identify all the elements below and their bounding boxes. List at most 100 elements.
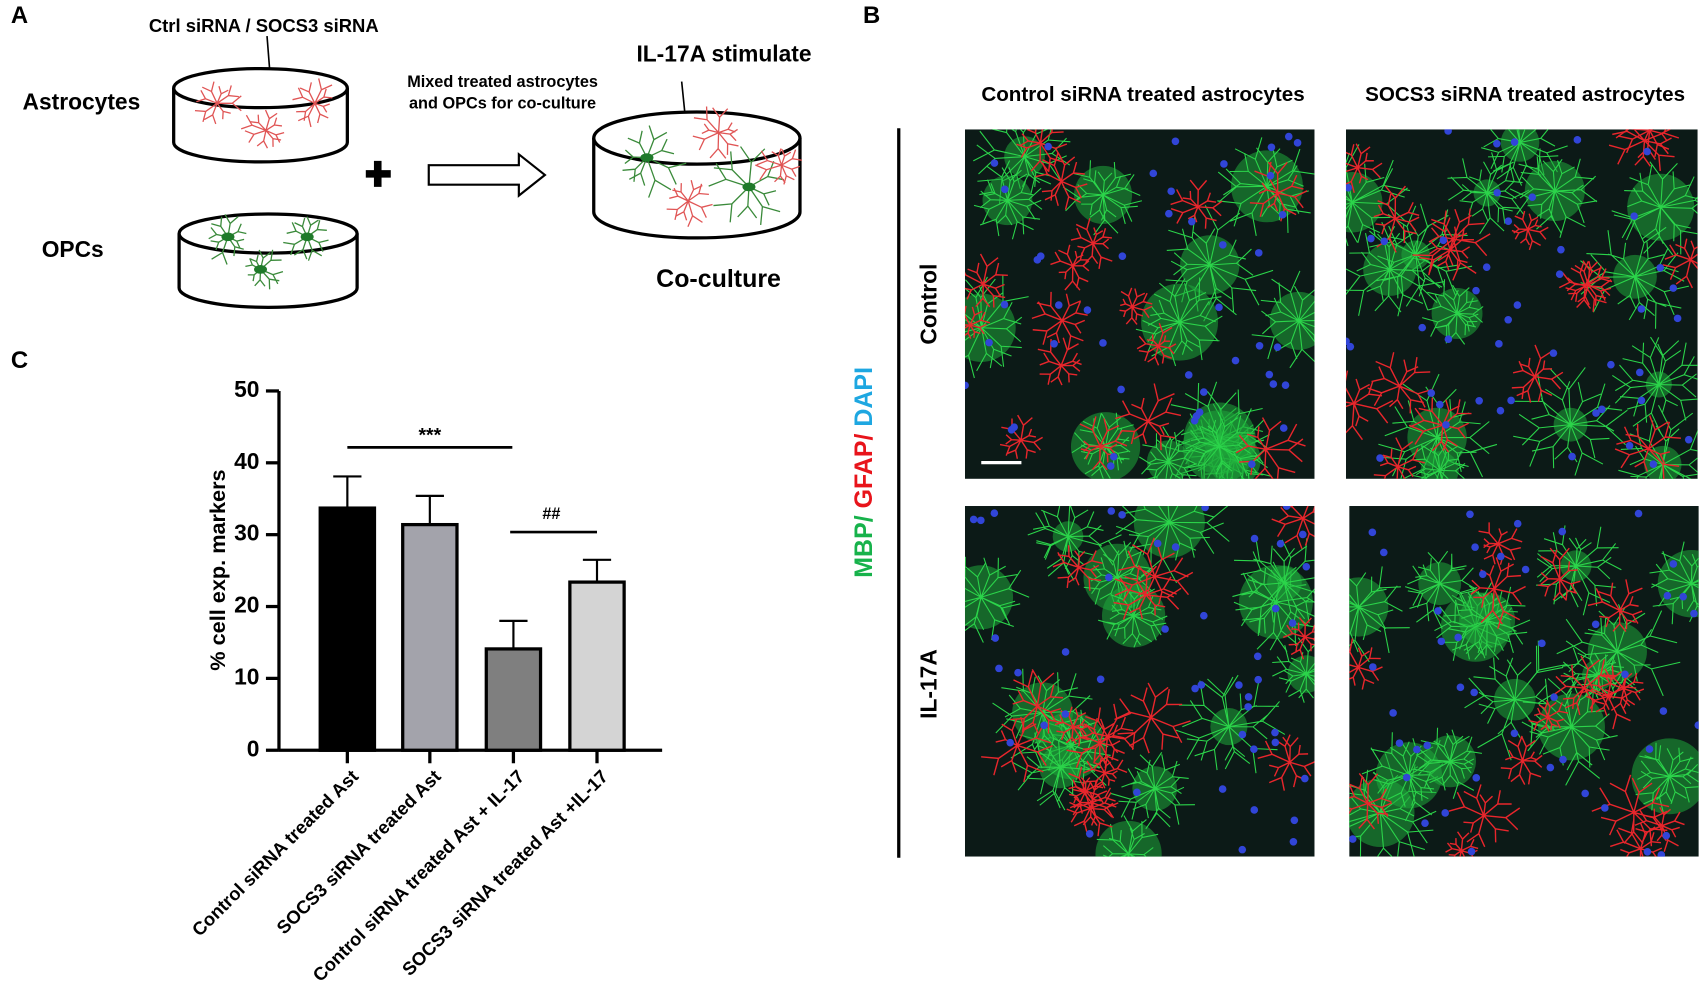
nucleus: [1369, 663, 1377, 671]
nucleus: [1238, 845, 1247, 854]
cell: [1422, 279, 1484, 345]
nucleus: [1657, 851, 1666, 857]
nucleus: [1496, 552, 1505, 561]
nucleus: [1454, 633, 1462, 642]
nucleus: [1244, 693, 1253, 701]
nucleus: [1061, 648, 1070, 656]
nucleus: [985, 338, 993, 347]
nucleus: [1200, 611, 1208, 620]
nucleus: [1161, 625, 1169, 633]
nucleus: [1437, 637, 1446, 646]
nucleus: [1679, 592, 1687, 601]
nucleus: [1591, 620, 1600, 629]
cell: [708, 146, 785, 225]
nucleus: [1279, 424, 1288, 432]
nucleus: [1254, 675, 1262, 684]
nucleus: [969, 515, 978, 524]
nucleus: [1379, 548, 1388, 557]
nucleus: [1293, 139, 1302, 147]
bar: [401, 522, 459, 752]
nucleus: [1096, 675, 1105, 684]
nucleus: [1634, 509, 1643, 518]
nucleus: [1441, 809, 1449, 817]
nucleus: [1244, 703, 1252, 711]
sirna-label: Ctrl siRNA / SOCS3 siRNA: [149, 15, 379, 36]
significance-label: ***: [418, 425, 441, 447]
nucleus: [1248, 460, 1256, 468]
cell: [1513, 367, 1628, 476]
nucleus: [1395, 739, 1404, 747]
nucleus: [1625, 441, 1634, 450]
cell: [1115, 383, 1182, 451]
cell: [755, 148, 803, 185]
cell: [1511, 210, 1549, 251]
nucleus: [1000, 300, 1009, 309]
nucleus: [1471, 543, 1479, 551]
cell: [1558, 260, 1612, 312]
nucleus: [1504, 217, 1513, 226]
stain-part: DAPI: [850, 367, 878, 427]
nucleus: [1201, 506, 1209, 512]
nucleus: [1367, 234, 1375, 243]
x-tick-label: Control siRNA treated Ast: [188, 766, 363, 941]
nucleus: [1478, 570, 1487, 578]
cell: [1349, 566, 1410, 663]
nucleus: [1504, 315, 1512, 324]
cell: [1138, 426, 1197, 479]
nucleus: [1036, 252, 1045, 260]
nucleus: [1165, 209, 1173, 218]
cell: [1404, 550, 1478, 629]
cell: [1470, 557, 1526, 629]
nucleus: [1649, 460, 1658, 468]
cell: [1175, 674, 1286, 774]
y-tick-label: 10: [234, 663, 259, 689]
nucleus: [1645, 745, 1654, 753]
nucleus: [1656, 263, 1665, 272]
nucleus: [1573, 136, 1582, 144]
cell: [1083, 757, 1128, 791]
cell: [1591, 774, 1670, 847]
cell: [1481, 129, 1568, 186]
x-tick-label: SOCS3 siRNA treated Ast: [272, 766, 445, 939]
nucleus: [1466, 510, 1474, 519]
mbp-blob: [1500, 129, 1540, 162]
nucleus: [1421, 819, 1429, 827]
plus: [365, 160, 391, 187]
cell: [1511, 344, 1564, 403]
nucleus: [1215, 303, 1223, 312]
nucleus: [1513, 519, 1522, 528]
cell: [1553, 655, 1618, 716]
cell: [1587, 579, 1643, 633]
nucleus: [1637, 396, 1646, 405]
nucleus: [1054, 301, 1063, 309]
nucleus: [1235, 681, 1243, 689]
nucleus: [1444, 335, 1453, 343]
nucleus: [1271, 728, 1279, 737]
nucleus: [1050, 339, 1058, 348]
nucleus: [1436, 400, 1444, 409]
cell: [964, 253, 1008, 308]
nucleus: [1010, 423, 1018, 431]
nucleus: [1621, 670, 1629, 679]
cell: [1066, 717, 1125, 769]
coculture-label: Co-culture: [656, 265, 781, 293]
nucleus: [1219, 241, 1227, 249]
nucleus: [1549, 349, 1558, 357]
cell: [1050, 244, 1090, 291]
cell: [692, 106, 739, 159]
nucleus: [1423, 741, 1432, 750]
nucleus: [1099, 339, 1107, 347]
nucleus: [1456, 683, 1465, 692]
cell: [1413, 727, 1483, 799]
nucleus: [1276, 539, 1285, 548]
micrographs: [964, 129, 1699, 857]
nucleus: [1496, 406, 1505, 415]
nucleus: [1118, 252, 1127, 260]
nucleus: [1555, 270, 1564, 278]
mixed-label: Mixed treated astrocytes: [407, 73, 598, 91]
cell: [240, 109, 285, 149]
nucleus: [1250, 534, 1259, 543]
y-tick-label: 50: [234, 376, 259, 402]
nucleus: [1684, 435, 1693, 444]
cell: [1115, 506, 1230, 584]
